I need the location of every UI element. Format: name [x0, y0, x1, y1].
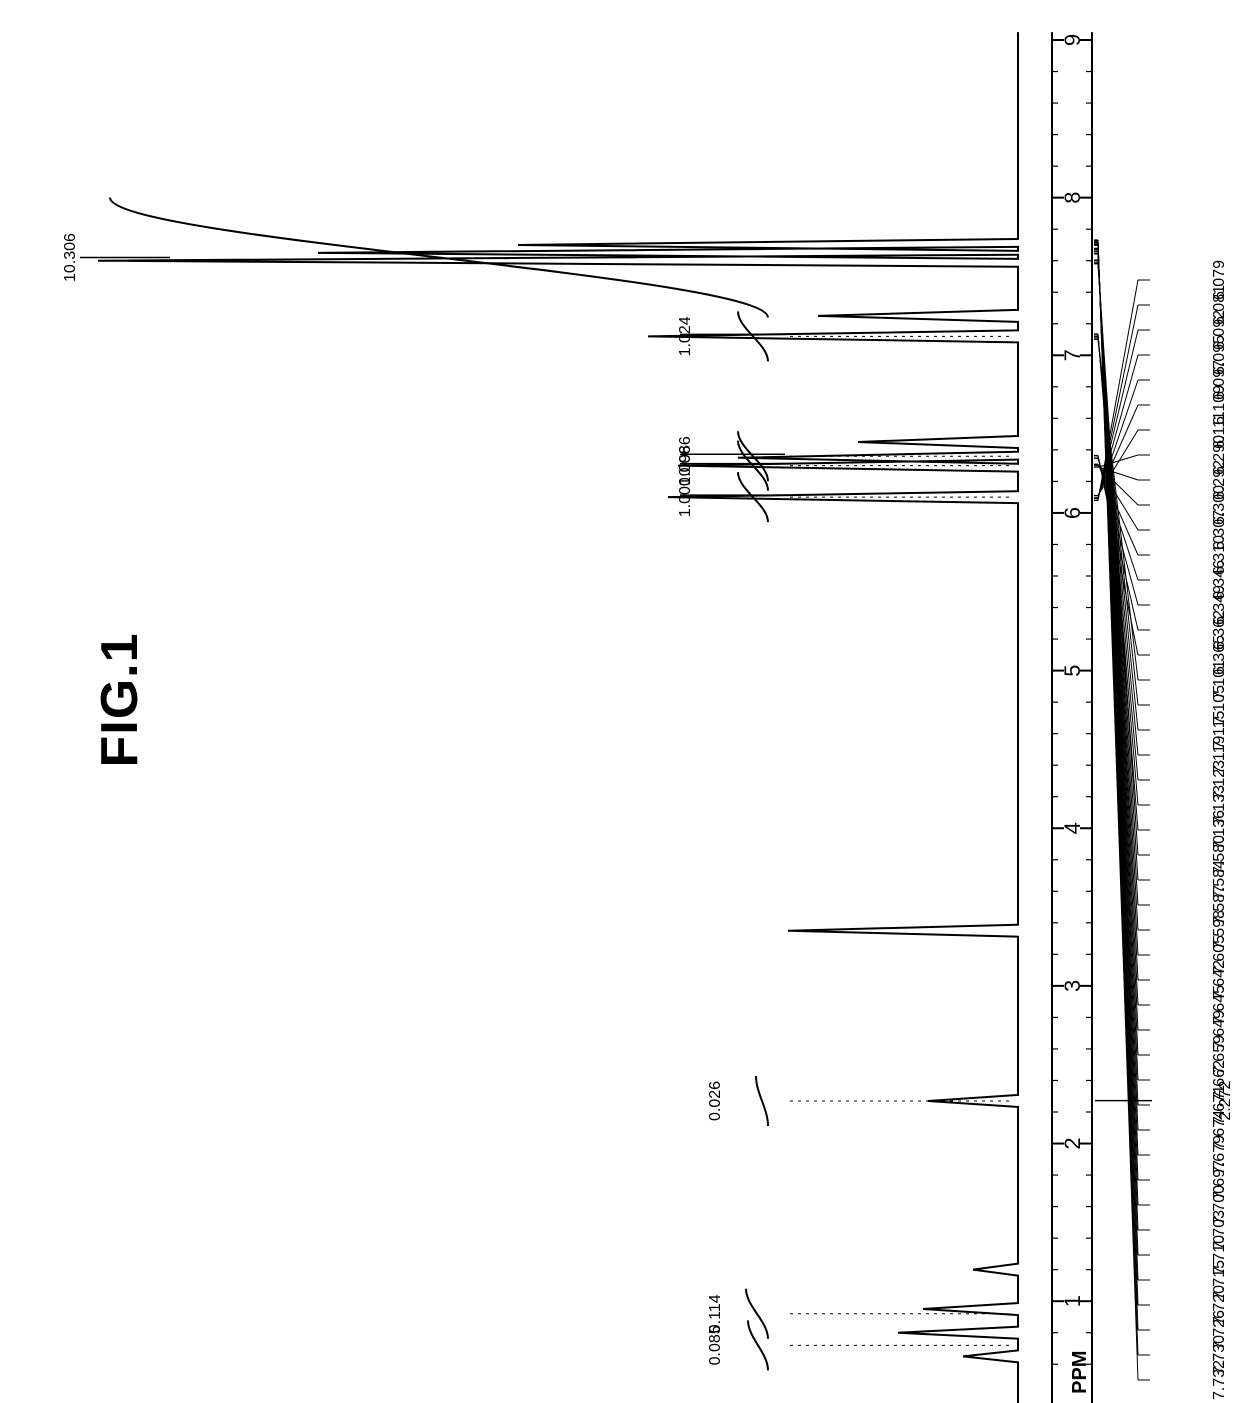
integral-value-label: 0.986 [677, 436, 694, 476]
integral-value-label: 1.024 [677, 316, 694, 356]
integral-value-label: 0.026 [707, 1081, 724, 1121]
axis-tick-label: 1 [1060, 1295, 1085, 1307]
integral-curve [738, 431, 768, 481]
axis-tick-label: 6 [1060, 507, 1085, 519]
axis-unit-label: PPM [1069, 1351, 1091, 1394]
spectrum-trace [98, 32, 1018, 1403]
peaklist-fan [1098, 455, 1138, 467]
axis-tick-label: 8 [1060, 192, 1085, 204]
axis-tick-label: 2 [1060, 1137, 1085, 1149]
integral-curve [756, 1076, 768, 1126]
peaklist-label: 7.732 [1211, 1360, 1228, 1400]
figure-container: { "title": "FIG.1", "title_fontsize": 52… [0, 0, 1240, 1403]
axis-tick-label: 3 [1060, 980, 1085, 992]
axis-tick-label: 9 [1060, 34, 1085, 46]
integral-value-label: 10.306 [62, 233, 79, 282]
nmr-spectrum-svg: 0.0850.1140.0261.0001.0060.9861.02410.30… [0, 0, 1240, 1403]
axis-tick-label: 5 [1060, 664, 1085, 676]
axis-tick-label: 7 [1060, 349, 1085, 361]
integral-value-label: 0.114 [707, 1294, 724, 1333]
axis-tick-label: 4 [1060, 822, 1085, 834]
integral-curve [738, 311, 768, 361]
